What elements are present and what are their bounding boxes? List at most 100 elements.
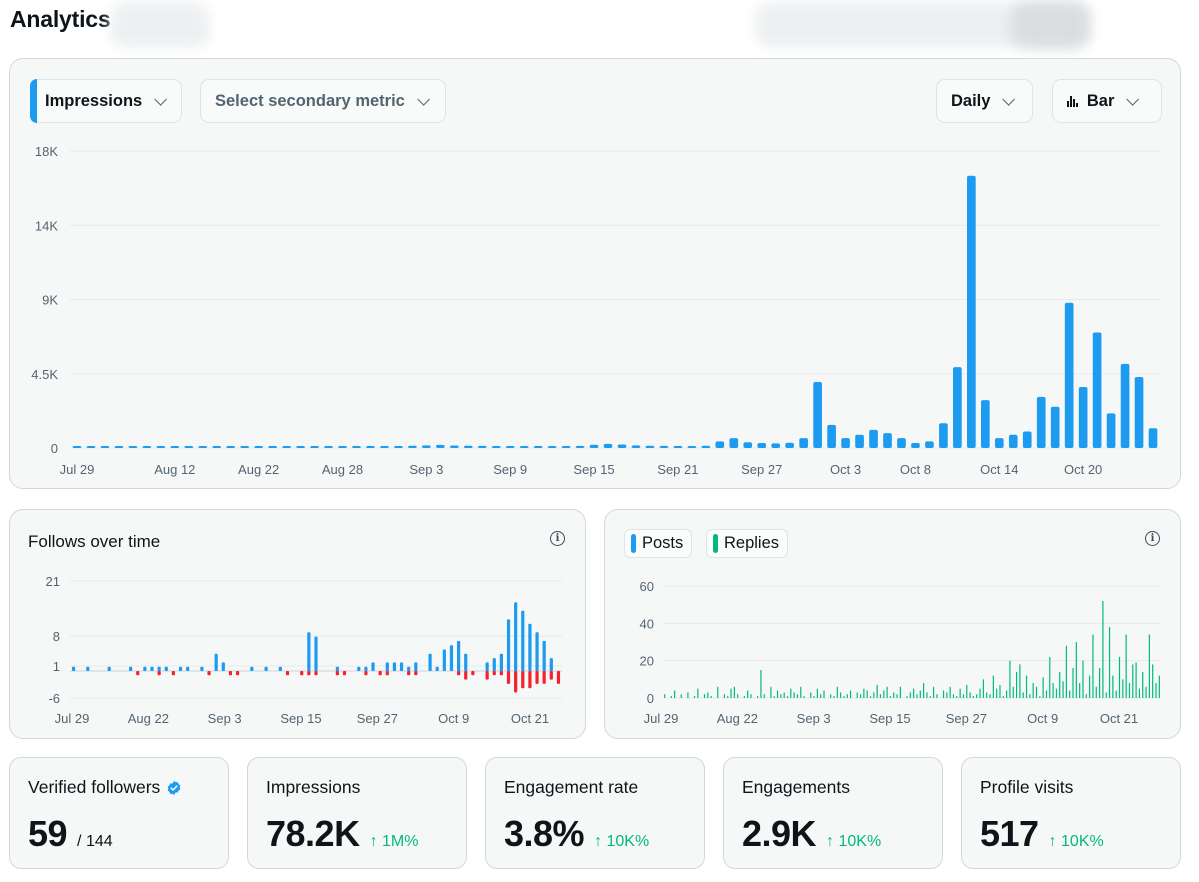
replies-bar [1135, 662, 1137, 698]
follows-chart-card: Follows over time i 21 8 1 -6 Jul 29 Aug 22 Se… [9, 509, 586, 739]
impressions-bar [1092, 332, 1102, 448]
info-icon[interactable]: i [550, 531, 565, 546]
interval-label: Daily [951, 91, 991, 110]
unfollows-bar [342, 671, 347, 676]
impressions-bar [980, 400, 990, 448]
legend-replies[interactable]: Replies [706, 529, 789, 558]
replies-bar [1132, 664, 1134, 698]
replies-bar [883, 690, 885, 698]
replies-bar [919, 690, 921, 698]
replies-bar [893, 692, 895, 698]
legend-posts[interactable]: Posts [624, 529, 693, 558]
y-tick-label: 21 [46, 574, 60, 589]
replies-bar [1082, 660, 1084, 698]
impressions-bar [435, 444, 445, 448]
replies-bar [823, 690, 825, 698]
redacted-header-element [1010, 2, 1090, 48]
impressions-bar [491, 446, 501, 448]
stat-label: Engagement rate [504, 777, 639, 797]
follows-bar [528, 623, 532, 671]
y-tick-label: 1 [53, 659, 60, 674]
replies-bar [1112, 675, 1114, 698]
secondary-metric-dropdown[interactable]: Select secondary metric [200, 79, 446, 123]
unfollows-bar [207, 671, 211, 676]
replies-bar [1025, 675, 1028, 698]
replies-bar [909, 692, 911, 698]
secondary-metric-placeholder: Select secondary metric [215, 91, 405, 110]
follows-card-title: Follows over time [28, 532, 161, 551]
impressions-bar [128, 446, 138, 448]
replies-bar [1079, 683, 1081, 698]
replies-bar [999, 684, 1001, 698]
impressions-bar [883, 433, 892, 448]
follows-bar [164, 666, 168, 671]
info-icon[interactable]: i [1145, 531, 1160, 546]
x-tick-label: Oct 20 [1064, 462, 1102, 477]
replies-bar [1108, 627, 1111, 698]
impressions-bar [198, 446, 208, 448]
unfollows-bar [235, 671, 240, 676]
interval-dropdown[interactable]: Daily [936, 79, 1033, 123]
impressions-bar [729, 438, 739, 448]
replies-bar [886, 686, 888, 698]
replies-bar [866, 690, 868, 698]
replies-bar [972, 696, 975, 698]
impressions-bar [226, 446, 236, 448]
replies-bar [1145, 686, 1147, 698]
replies-bar [1039, 696, 1041, 698]
posts-swatch [631, 534, 636, 553]
replies-bar [693, 696, 696, 698]
impressions-bar [1036, 396, 1046, 448]
follows-bar [506, 619, 511, 671]
unfollows-bar [542, 671, 546, 684]
impressions-bar [967, 175, 976, 448]
replies-bar [1118, 656, 1121, 698]
follows-bar [449, 645, 454, 671]
primary-metric-dropdown[interactable]: Impressions [30, 79, 182, 123]
replies-bar [1092, 634, 1094, 698]
replies-bar [730, 688, 732, 698]
replies-bar [1122, 679, 1124, 698]
impressions-bar [645, 445, 655, 448]
replies-bar [757, 696, 759, 698]
stat-card-impressions: Impressions 78.2K ↑ 1M% [247, 757, 467, 869]
unfollows-bar [364, 671, 368, 676]
replies-bar [1098, 668, 1101, 698]
x-tick-label: Sep 27 [946, 711, 987, 726]
y-tick-label: 0 [51, 441, 58, 456]
unfollows-bar [492, 671, 496, 676]
unfollows-bar [136, 671, 140, 676]
impressions-bar [687, 446, 697, 448]
follows-bar [399, 662, 404, 671]
impressions-bar [953, 367, 962, 448]
replies-bar [1158, 675, 1160, 698]
replies-bar [820, 694, 822, 698]
impressions-bar [170, 446, 180, 448]
y-tick-label: 60 [640, 579, 654, 594]
impressions-bar [310, 446, 319, 448]
replies-bar [1089, 675, 1091, 698]
impressions-bar [240, 446, 250, 448]
x-tick-label: Sep 15 [869, 711, 910, 726]
unfollows-bar [528, 671, 532, 689]
replies-bar [946, 692, 948, 698]
impressions-chart-card: Impressions Select secondary metric Dail… [9, 58, 1181, 489]
replies-bar [670, 696, 672, 698]
legend-posts-label: Posts [642, 534, 684, 552]
replies-bar [747, 690, 749, 698]
replies-bar [849, 690, 852, 698]
replies-bar [1062, 681, 1064, 698]
replies-bar [923, 683, 925, 698]
impressions-bar [799, 438, 808, 448]
replies-bar [1032, 683, 1034, 698]
chevron-down-icon [1126, 92, 1140, 106]
stat-card-verified-followers: Verified followers 59 / 144 [9, 757, 229, 869]
follows-bar-chart: 21 8 1 -6 Jul 29 Aug 22 Sep 3 Sep 15 Sep 27 Oct 9… [46, 574, 562, 726]
stat-card-engagements: Engagements 2.9K ↑ 10K% [723, 757, 943, 869]
y-tick-label: 18K [35, 144, 58, 159]
impressions-bar [715, 441, 725, 448]
replies-bar [913, 688, 915, 698]
replies-bar [680, 694, 682, 698]
chart-type-dropdown[interactable]: Bar [1052, 79, 1162, 123]
follows-bar [414, 662, 418, 671]
